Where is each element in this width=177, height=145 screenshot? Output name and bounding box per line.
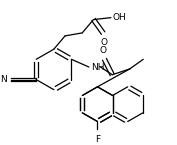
Text: O: O (99, 46, 106, 55)
Text: O: O (101, 38, 108, 47)
Text: F: F (95, 135, 100, 144)
Text: NH: NH (91, 62, 104, 71)
Text: OH: OH (113, 13, 127, 22)
Text: N: N (0, 75, 7, 84)
